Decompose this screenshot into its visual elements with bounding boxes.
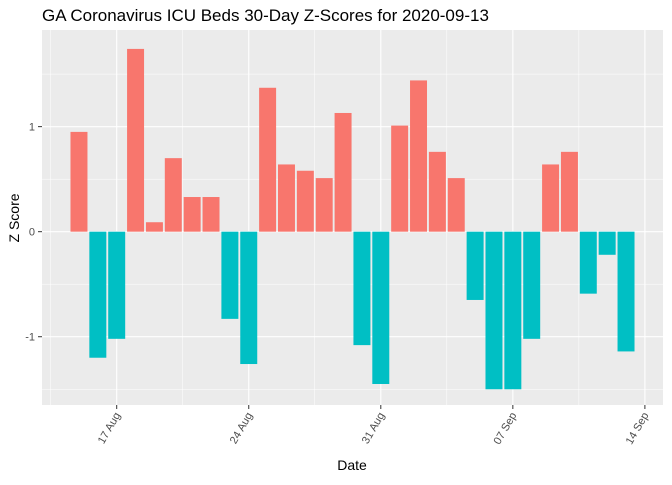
x-tick-label: 24 Aug (228, 411, 256, 447)
y-tick-label: -1 (25, 332, 35, 344)
bar-2020-08-20 (164, 158, 182, 232)
bar-2020-08-18 (127, 48, 145, 232)
bar-2020-09-11 (579, 231, 597, 294)
bar-2020-08-31 (372, 231, 390, 384)
x-axis-label: Date (337, 457, 367, 473)
x-tick-label: 31 Aug (360, 411, 388, 447)
bar-2020-08-19 (145, 222, 163, 232)
bar-2020-09-02 (410, 80, 428, 232)
bar-2020-09-10 (560, 151, 578, 232)
bar-2020-08-24 (240, 231, 258, 365)
bar-2020-08-17 (108, 231, 126, 339)
bar-2020-08-27 (296, 170, 314, 232)
bar-2020-09-01 (391, 125, 409, 232)
plot-panel (42, 30, 663, 405)
bar-2020-08-22 (202, 197, 220, 232)
bar-2020-08-21 (183, 197, 201, 232)
bar-2020-09-07 (504, 231, 522, 390)
y-tick-label: 1 (29, 122, 35, 134)
bar-2020-09-08 (523, 231, 541, 339)
bar-2020-08-16 (89, 231, 107, 358)
bar-2020-08-23 (221, 231, 239, 319)
bar-2020-09-13 (617, 231, 635, 352)
bar-2020-09-05 (466, 231, 484, 300)
y-axis-label: Z Score (6, 193, 22, 242)
bar-2020-08-28 (315, 178, 333, 232)
bar-2020-08-26 (277, 164, 295, 232)
bar-2020-08-25 (259, 87, 277, 232)
x-tick-label: 07 Sep (492, 411, 520, 447)
bar-2020-09-09 (542, 164, 560, 232)
y-tick-label: 0 (29, 227, 35, 239)
bar-2020-09-12 (598, 231, 616, 255)
bars (70, 48, 635, 390)
chart-title: GA Coronavirus ICU Beds 30-Day Z-Scores … (42, 6, 489, 25)
x-tick-label: 17 Aug (96, 411, 124, 447)
bar-2020-09-04 (447, 178, 465, 232)
x-tick-label: 14 Sep (624, 411, 652, 447)
bar-2020-09-06 (485, 231, 503, 390)
bar-2020-08-15 (70, 131, 88, 232)
bar-2020-08-30 (353, 231, 371, 346)
bar-2020-08-29 (334, 112, 352, 232)
bar-2020-09-03 (428, 151, 446, 232)
